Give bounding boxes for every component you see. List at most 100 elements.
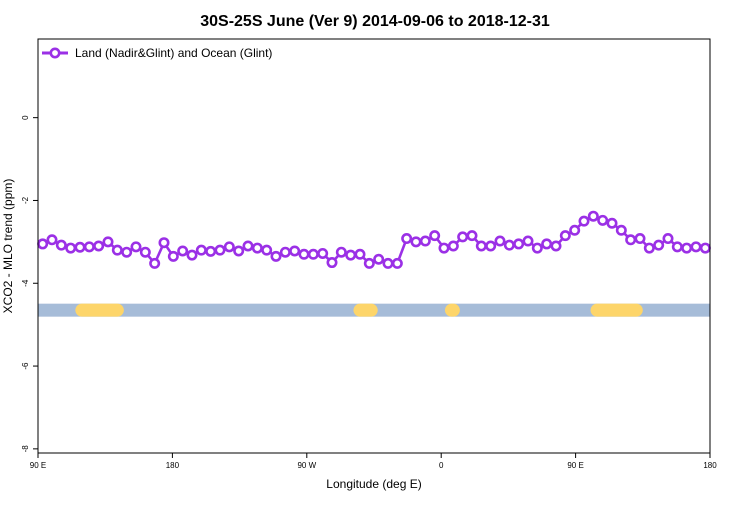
data-point: [382, 257, 394, 269]
legend: Land (Nadir&Glint) and Ocean (Glint): [42, 46, 272, 60]
data-point: [214, 244, 226, 256]
data-point: [317, 247, 329, 259]
y-tick-label: -4: [21, 279, 30, 287]
data-point: [447, 240, 459, 252]
land-segment: [353, 303, 378, 317]
data-point: [429, 230, 441, 242]
data-point: [335, 246, 347, 258]
data-point: [149, 257, 161, 269]
data-point: [354, 248, 366, 260]
data-point: [615, 224, 627, 236]
data-point: [671, 241, 683, 253]
data-point: [363, 257, 375, 269]
series-layer: [37, 210, 711, 269]
x-tick-label: 90 W: [297, 461, 316, 470]
chart-title: 30S-25S June (Ver 9) 2014-09-06 to 2018-…: [200, 13, 550, 30]
data-point: [205, 245, 217, 257]
plot-frame: [37, 38, 711, 454]
data-point: [625, 234, 637, 246]
data-point: [111, 244, 123, 256]
data-point: [550, 240, 562, 252]
data-point: [513, 238, 525, 250]
data-point: [466, 230, 478, 242]
data-point: [326, 257, 338, 269]
data-point: [634, 233, 646, 245]
y-axis: 0 -2 -4 -6 -8: [21, 115, 38, 453]
data-point: [55, 239, 67, 251]
x-tick-label: 180: [703, 461, 717, 470]
data-point: [186, 249, 198, 261]
data-point: [223, 241, 235, 253]
data-point: [83, 241, 95, 253]
data-point: [139, 246, 151, 258]
data-point: [653, 239, 665, 251]
data-point: [298, 248, 310, 260]
data-point: [102, 236, 114, 248]
data-point: [597, 214, 609, 226]
data-point: [279, 246, 291, 258]
data-point: [699, 242, 711, 254]
data-point: [578, 215, 590, 227]
data-point: [662, 233, 674, 245]
data-point: [410, 236, 422, 248]
x-tick-label: 90 E: [30, 461, 46, 470]
legend-label: Land (Nadir&Glint) and Ocean (Glint): [75, 46, 272, 60]
data-point: [270, 250, 282, 262]
data-point: [494, 235, 506, 247]
data-point: [391, 257, 403, 269]
surface-bar: [38, 303, 710, 317]
data-point: [251, 242, 263, 254]
data-point: [503, 239, 515, 251]
data-point: [74, 241, 86, 253]
data-point: [242, 240, 254, 252]
data-point: [177, 245, 189, 257]
data-point: [419, 235, 431, 247]
data-point: [46, 234, 58, 246]
x-tick-label: 180: [166, 461, 180, 470]
data-point: [373, 253, 385, 265]
data-point: [475, 240, 487, 252]
y-tick-label: -2: [21, 196, 30, 204]
x-axis-label: Longitude (deg E): [326, 477, 421, 491]
data-point: [121, 246, 133, 258]
data-point: [65, 242, 77, 254]
data-point: [37, 238, 49, 250]
y-tick-label: -6: [21, 362, 30, 370]
data-point: [643, 242, 655, 254]
land-segment: [444, 303, 460, 317]
data-point: [587, 210, 599, 222]
data-point: [569, 224, 581, 236]
data-point: [345, 249, 357, 261]
data-point: [522, 235, 534, 247]
data-point: [531, 242, 543, 254]
x-tick-label: 90 E: [567, 461, 583, 470]
data-point: [606, 217, 618, 229]
data-point: [690, 241, 702, 253]
data-point: [559, 230, 571, 242]
x-axis: 90 E 180 90 W 0 90 E 180: [30, 453, 717, 470]
land-segment: [75, 303, 124, 317]
y-tick-label: -8: [21, 445, 30, 453]
data-point: [541, 238, 553, 250]
data-point: [195, 244, 207, 256]
data-point: [401, 233, 413, 245]
data-point: [167, 250, 179, 262]
land-segment: [590, 303, 643, 317]
data-point: [438, 242, 450, 254]
y-tick-label: 0: [21, 115, 30, 120]
data-point: [130, 241, 142, 253]
data-point: [485, 240, 497, 252]
data-point: [233, 245, 245, 257]
data-point: [261, 244, 273, 256]
data-point: [457, 231, 469, 243]
data-point: [307, 248, 319, 260]
x-tick-label: 0: [439, 461, 444, 470]
data-point: [289, 245, 301, 257]
legend-marker-sample: [49, 47, 61, 59]
data-point: [93, 240, 105, 252]
y-axis-label: XCO2 - MLO trend (ppm): [1, 179, 15, 314]
data-point: [158, 237, 170, 249]
data-point: [681, 242, 693, 254]
